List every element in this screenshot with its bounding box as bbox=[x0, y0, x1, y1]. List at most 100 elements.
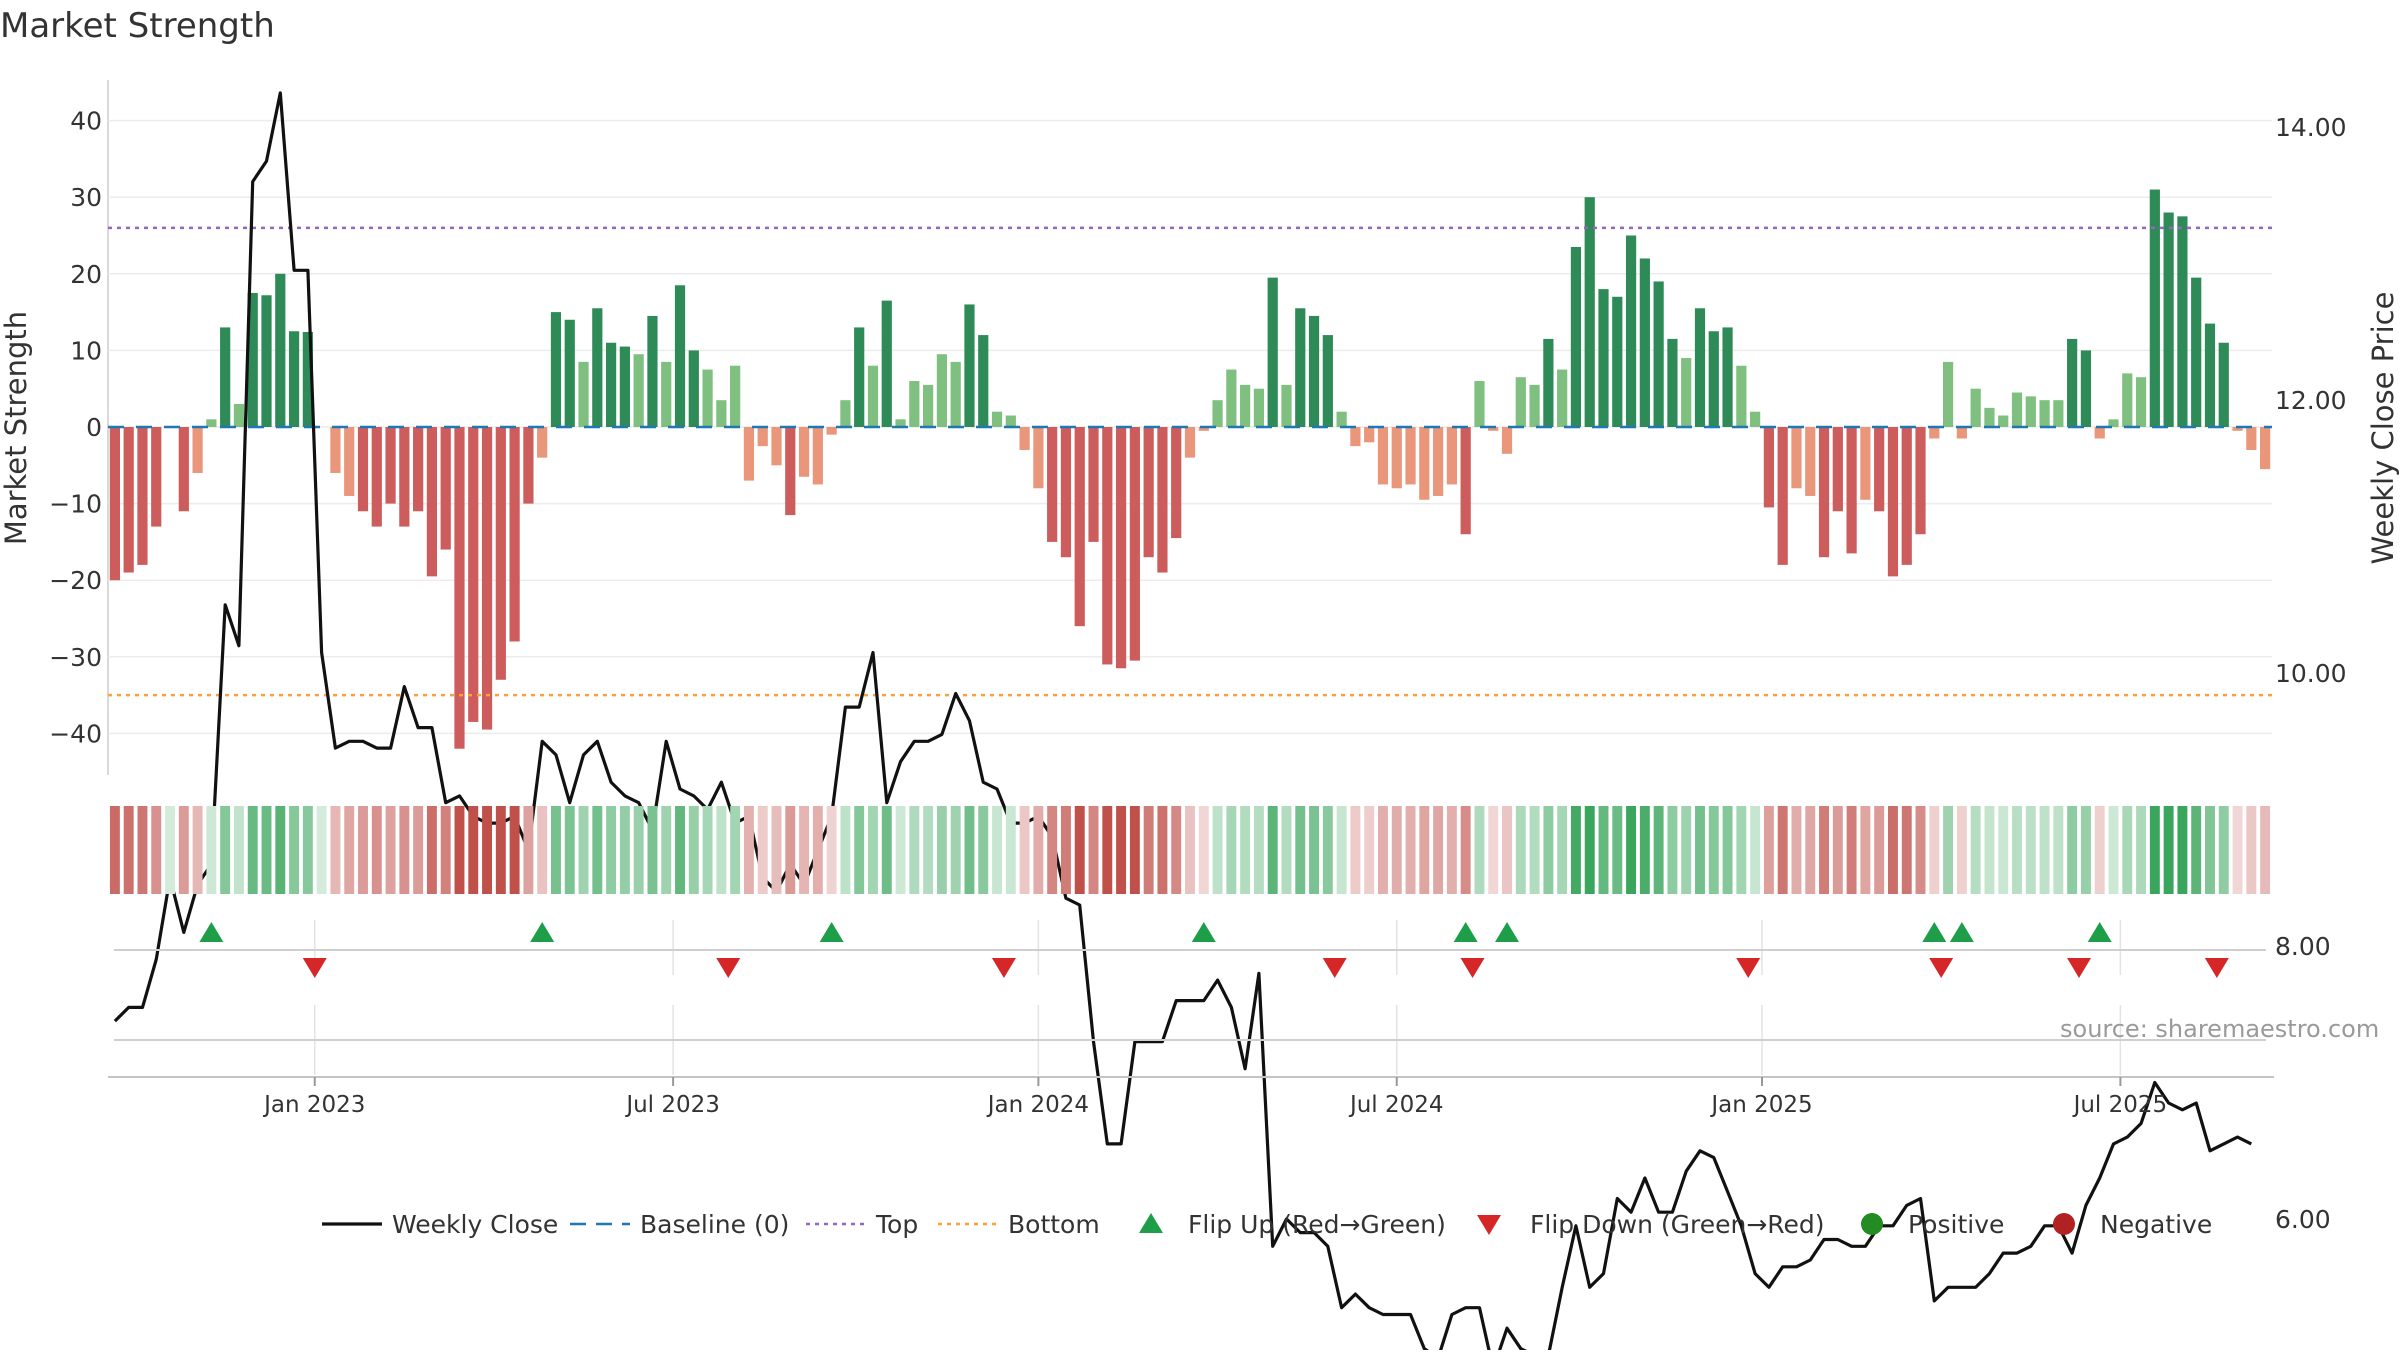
heat-strip-cell bbox=[743, 806, 754, 894]
heat-strip-cell bbox=[2163, 806, 2174, 894]
strength-bar bbox=[2218, 342, 2229, 427]
heat-strip-cell bbox=[1378, 806, 1388, 894]
left-tick-label: −20 bbox=[49, 566, 102, 595]
legend-label: Negative bbox=[2100, 1210, 2212, 1239]
heat-strip-cell bbox=[495, 806, 506, 894]
strength-bar bbox=[1267, 277, 1278, 427]
heat-strip-cell bbox=[1695, 806, 1705, 894]
strength-bar bbox=[757, 427, 768, 447]
heat-strip-cell bbox=[1819, 806, 1830, 894]
strength-bar bbox=[481, 427, 493, 730]
legend-label: Baseline (0) bbox=[640, 1210, 789, 1239]
heat-strip-cell bbox=[606, 806, 617, 894]
heat-strip-cell bbox=[619, 806, 630, 894]
strength-bar bbox=[1102, 427, 1113, 665]
heat-strip-cell bbox=[2260, 806, 2271, 894]
left-axis-label: Market Strength bbox=[0, 311, 33, 545]
chart-title: Market Strength bbox=[0, 6, 275, 46]
flip-down-marker bbox=[716, 958, 741, 978]
strength-bar bbox=[661, 361, 672, 427]
strength-bar bbox=[1956, 427, 1967, 439]
heat-strip-cell bbox=[675, 806, 685, 894]
heat-strip-cell bbox=[1998, 806, 2009, 894]
strength-bar bbox=[1543, 338, 1554, 427]
heat-strip-cell bbox=[785, 806, 796, 894]
heat-strip-cell bbox=[123, 806, 134, 894]
heat-strip-cell bbox=[1681, 806, 1692, 894]
strength-bar bbox=[1694, 308, 1706, 427]
strength-bar bbox=[991, 411, 1003, 427]
heat-strip-cell bbox=[344, 806, 355, 894]
heat-strip-cell bbox=[1529, 806, 1540, 894]
heat-strip-cell bbox=[578, 806, 589, 894]
right-tick-label: 8.00 bbox=[2275, 932, 2331, 961]
heat-strip-cell bbox=[165, 806, 175, 894]
legend-item: Weekly Close bbox=[322, 1210, 558, 1239]
heat-strip-cell bbox=[840, 806, 851, 894]
heat-strip-cell bbox=[1212, 806, 1223, 894]
heat-strip-cell bbox=[2177, 806, 2188, 894]
heat-strip-cell bbox=[371, 806, 382, 894]
heat-strip-cell bbox=[1005, 806, 1016, 894]
heat-strip-cell bbox=[2067, 806, 2078, 894]
strength-bar bbox=[357, 427, 369, 512]
heat-strip-cell bbox=[1929, 806, 1940, 894]
left-tick-label: 10 bbox=[70, 336, 102, 365]
right-tick-label: 14.00 bbox=[2275, 113, 2347, 142]
heat-strip-cell bbox=[151, 806, 162, 894]
left-tick-label: 0 bbox=[86, 413, 102, 442]
heat-strip-cell bbox=[1405, 806, 1416, 894]
strength-bar bbox=[1612, 296, 1623, 427]
strength-bar bbox=[537, 427, 548, 458]
heat-strip-cell bbox=[868, 806, 878, 894]
heat-strip-cell bbox=[1033, 806, 1044, 894]
strength-bar bbox=[495, 427, 506, 680]
strength-bar bbox=[1488, 427, 1499, 431]
right-axis-label: Weekly Close Price bbox=[2366, 292, 2400, 565]
strength-bar bbox=[1019, 427, 1030, 450]
heat-strip-cell bbox=[289, 806, 300, 894]
strength-bar bbox=[1005, 415, 1016, 427]
legend-item: Negative bbox=[2053, 1210, 2212, 1239]
heat-strip-cell bbox=[1584, 806, 1595, 894]
strength-bar bbox=[2260, 427, 2271, 470]
heat-strip-cell bbox=[426, 806, 437, 894]
x-tick-label: Jan 2025 bbox=[1709, 1092, 1812, 1118]
heat-strip-cell bbox=[647, 806, 658, 894]
strength-bar bbox=[123, 427, 134, 573]
heat-strip-cell bbox=[771, 806, 782, 894]
heat-strip-cell bbox=[1446, 806, 1457, 894]
strength-bar bbox=[1047, 427, 1058, 542]
legend-item: Top bbox=[806, 1210, 918, 1239]
strength-bar bbox=[1667, 338, 1678, 427]
heat-strip-cell bbox=[275, 806, 286, 894]
heat-strip-cell bbox=[964, 806, 975, 894]
heat-strip-cell bbox=[413, 806, 424, 894]
strength-bar bbox=[1240, 384, 1251, 427]
strength-bar bbox=[1515, 377, 1526, 427]
strength-bar bbox=[1115, 427, 1127, 669]
heat-strip-cell bbox=[992, 806, 1002, 894]
strength-bar bbox=[2067, 338, 2078, 427]
strength-bar bbox=[454, 427, 465, 749]
heat-strip-cell bbox=[1391, 806, 1402, 894]
strength-bar bbox=[151, 427, 162, 527]
strength-bar bbox=[1818, 427, 1830, 558]
heat-strip-cell bbox=[1626, 806, 1637, 894]
strength-bar bbox=[440, 427, 451, 550]
heat-strip-cell bbox=[1460, 806, 1471, 894]
strength-bar bbox=[2135, 377, 2147, 427]
heat-strip-cell bbox=[330, 806, 341, 894]
strength-bar bbox=[1088, 427, 1099, 542]
heat-strip-cell bbox=[1336, 806, 1347, 894]
heat-strip-cell bbox=[109, 806, 120, 894]
flip-up-marker bbox=[1495, 922, 1520, 942]
strength-bar bbox=[1557, 369, 1568, 427]
legend-dot-icon bbox=[2053, 1213, 2075, 1235]
strength-bar bbox=[1143, 427, 1154, 558]
x-tick-label: Jul 2025 bbox=[2072, 1092, 2168, 1118]
heat-strip-cell bbox=[1791, 806, 1802, 894]
strength-bar bbox=[881, 300, 892, 427]
legend-item: Flip Up (Red→Green) bbox=[1139, 1210, 1446, 1239]
flip-up-marker bbox=[530, 922, 555, 942]
